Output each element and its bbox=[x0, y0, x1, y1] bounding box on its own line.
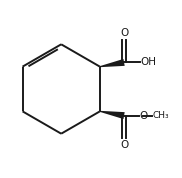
Text: O: O bbox=[140, 111, 148, 121]
Text: O: O bbox=[120, 140, 128, 150]
Polygon shape bbox=[100, 59, 125, 67]
Text: CH₃: CH₃ bbox=[153, 111, 169, 120]
Text: OH: OH bbox=[141, 57, 157, 67]
Text: O: O bbox=[120, 28, 128, 38]
Polygon shape bbox=[100, 111, 125, 119]
